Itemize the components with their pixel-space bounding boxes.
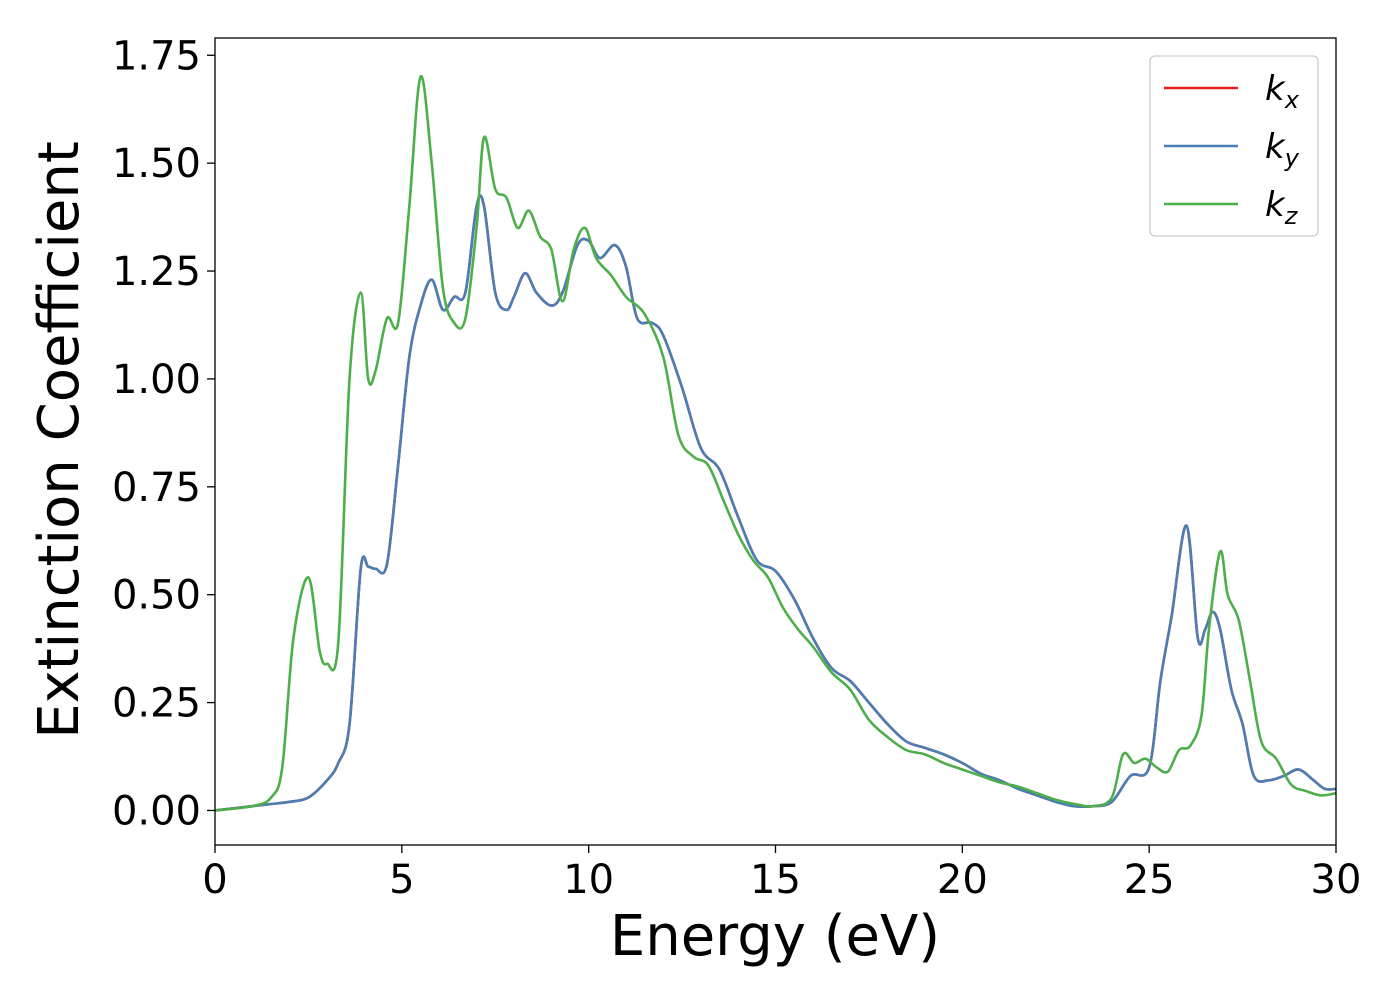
x-tick-label: 25 xyxy=(1124,857,1175,903)
x-tick-label: 5 xyxy=(389,857,414,903)
x-tick-label: 0 xyxy=(202,857,227,903)
y-axis-title: Extinction Coefficient xyxy=(27,141,92,739)
x-axis-ticks: 0 5 10 15 20 25 30 xyxy=(202,845,1361,903)
y-tick-label: 1.75 xyxy=(112,33,201,79)
x-axis-title: Energy (eV) xyxy=(610,904,940,969)
legend: kx ky kz xyxy=(1149,55,1319,237)
x-tick-label: 30 xyxy=(1311,857,1362,903)
x-tick-label: 10 xyxy=(563,857,614,903)
legend-label-kz: kz xyxy=(1265,185,1299,230)
y-tick-label: 1.50 xyxy=(112,141,201,187)
x-tick-label: 20 xyxy=(937,857,988,903)
legend-label-ky: ky xyxy=(1265,127,1300,172)
series-line-ky xyxy=(215,194,1336,812)
plot-area xyxy=(214,37,1337,846)
legend-label-kx: kx xyxy=(1265,69,1300,114)
x-tick-label: 15 xyxy=(750,857,801,903)
y-tick-label: 0.50 xyxy=(112,573,201,619)
series-line-kz xyxy=(215,75,1336,812)
series-lines xyxy=(215,75,1336,812)
y-tick-label: 0.00 xyxy=(112,788,201,834)
y-tick-label: 1.00 xyxy=(112,357,201,403)
y-tick-label: 0.25 xyxy=(112,681,201,727)
y-axis-ticks: 0.00 0.25 0.50 0.75 1.00 1.25 1.50 1.75 xyxy=(112,33,215,834)
y-tick-label: 1.25 xyxy=(112,249,201,295)
y-tick-label: 0.75 xyxy=(112,465,201,511)
